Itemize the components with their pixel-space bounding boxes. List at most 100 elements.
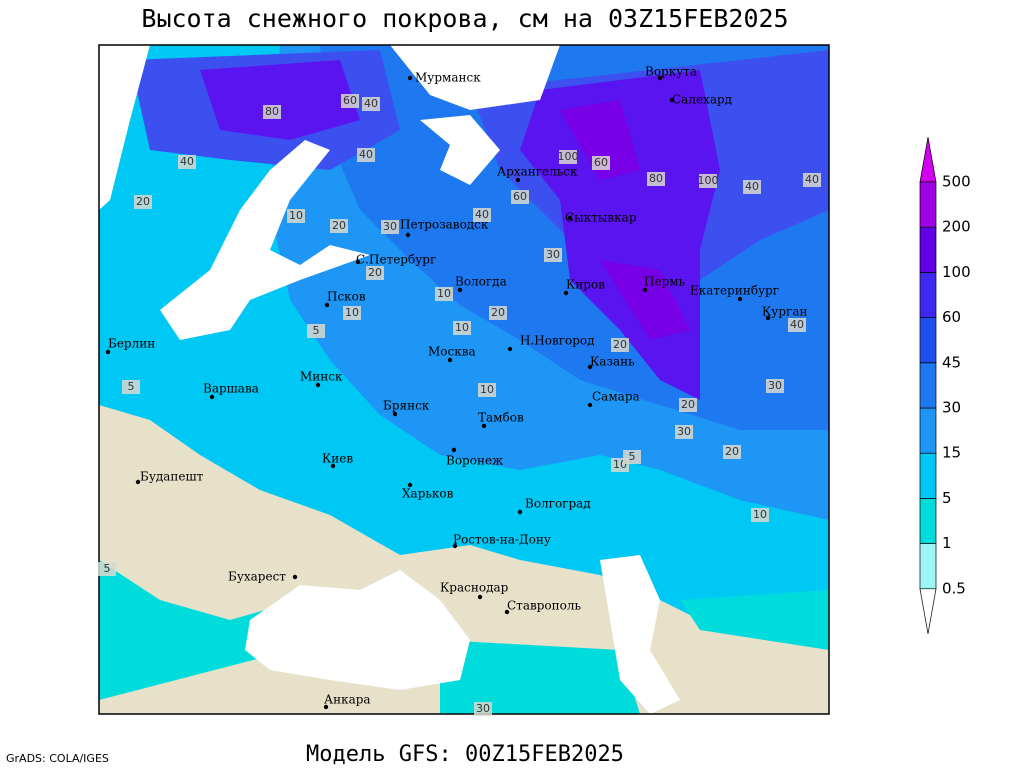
city-dot xyxy=(209,394,215,400)
contour-label-bg xyxy=(474,702,492,716)
city-label: Воркута xyxy=(645,65,697,79)
city-dot xyxy=(567,215,573,221)
city-label: Брянск xyxy=(383,399,430,413)
contour-label: 20 xyxy=(725,445,739,458)
city-dot xyxy=(563,290,569,296)
city-label: Бухарест xyxy=(228,570,286,584)
contour-label-bg xyxy=(699,174,717,188)
contour-label-bg xyxy=(679,398,697,412)
contour-label: 10 xyxy=(753,508,767,521)
city-label: Краснодар xyxy=(440,581,509,595)
city-dot xyxy=(587,402,593,408)
city-label: Казань xyxy=(590,355,635,369)
city-label: С.Петербург xyxy=(356,253,436,267)
city-label: Варшава xyxy=(203,382,259,396)
snow-1-5 xyxy=(99,560,829,714)
contour-label-bg xyxy=(435,287,453,301)
contour-label: 5 xyxy=(104,562,111,575)
city-dot xyxy=(517,509,523,515)
contour-label-bg xyxy=(751,508,769,522)
city-label: Харьков xyxy=(402,487,454,501)
city-label: Ростов-на-Дону xyxy=(453,533,551,547)
legend-label: 200 xyxy=(942,218,971,236)
city-label: Воронеж xyxy=(446,454,503,468)
city-dot xyxy=(135,479,141,485)
title: Высота снежного покрова, см на 03Z15FEB2… xyxy=(141,4,788,33)
model-caption: Модель GFS: 00Z15FEB2025 xyxy=(306,742,624,767)
city-label: Анкара xyxy=(324,693,371,707)
contour-label-bg xyxy=(453,321,471,335)
legend-label: 1 xyxy=(942,534,952,552)
contour-label-bg xyxy=(357,148,375,162)
contour-label: 5 xyxy=(629,450,636,463)
white-sea xyxy=(420,115,500,185)
contour-label-bg xyxy=(98,562,116,576)
contour-label-bg xyxy=(623,450,641,464)
city-label: Салехард xyxy=(672,93,732,107)
contour-label: 5 xyxy=(313,324,320,337)
contour-label: 20 xyxy=(613,338,627,351)
caspian-sea xyxy=(600,555,680,714)
city-dot xyxy=(355,259,361,265)
contour-label: 20 xyxy=(491,306,505,319)
map xyxy=(99,45,829,714)
contour-label: 20 xyxy=(136,195,150,208)
city-dot xyxy=(737,296,743,302)
contour-label: 20 xyxy=(332,219,346,232)
contour-label-bg xyxy=(122,380,140,394)
city-dot xyxy=(657,75,663,81)
contour-label-bg xyxy=(559,150,577,164)
contour-label-bg xyxy=(723,445,741,459)
city-label: Екатеринбург xyxy=(690,284,779,298)
city-dot xyxy=(669,97,675,103)
contour-label: 10 xyxy=(345,306,359,319)
city-dot xyxy=(504,609,510,615)
contour-label: 5 xyxy=(128,380,135,393)
city-dot xyxy=(765,315,771,321)
contour-label: 80 xyxy=(265,105,279,118)
contour-label: 100 xyxy=(698,174,719,187)
legend-swatch xyxy=(919,452,937,499)
contour-label: 40 xyxy=(805,173,819,186)
legend-label: 45 xyxy=(942,353,961,371)
city-label: Москва xyxy=(428,345,476,359)
contour-label-bg xyxy=(647,172,665,186)
contour-label: 30 xyxy=(677,425,691,438)
map-frame xyxy=(98,44,830,715)
contour-label: 40 xyxy=(180,155,194,168)
legend-label: 100 xyxy=(942,263,971,281)
city-dot xyxy=(507,346,513,352)
city-label: Киров xyxy=(566,278,605,292)
city-label: Петрозаводск xyxy=(400,218,489,232)
contour-label: 10 xyxy=(289,209,303,222)
contour-label: 80 xyxy=(649,172,663,185)
contour-label: 30 xyxy=(546,248,560,261)
contour-label: 30 xyxy=(476,702,490,715)
contour-label: 40 xyxy=(790,318,804,331)
contour-label-bg xyxy=(592,156,610,170)
contour-label: 60 xyxy=(343,94,357,107)
legend-label: 15 xyxy=(942,444,961,462)
contour-label-bg xyxy=(263,105,281,119)
contour-label-bg xyxy=(362,97,380,111)
legend-swatch xyxy=(919,181,937,228)
contour-label-bg xyxy=(473,208,491,222)
city-label: Будапешт xyxy=(140,470,204,484)
city-dot xyxy=(324,302,330,308)
contour-label-bg xyxy=(743,180,761,194)
contour-label-bg xyxy=(134,195,152,209)
legend-swatch xyxy=(919,272,937,318)
city-dot xyxy=(315,382,321,388)
city-dot xyxy=(481,423,487,429)
contour-label-bg xyxy=(381,220,399,234)
black-sea xyxy=(245,570,470,690)
city-dot xyxy=(447,357,453,363)
contour-label-bg xyxy=(788,318,806,332)
contour-label: 30 xyxy=(768,379,782,392)
contour-label-bg xyxy=(478,383,496,397)
city-label: Н.Новгород xyxy=(520,334,595,348)
contour-label-bg xyxy=(544,248,562,262)
contour-label: 60 xyxy=(594,156,608,169)
